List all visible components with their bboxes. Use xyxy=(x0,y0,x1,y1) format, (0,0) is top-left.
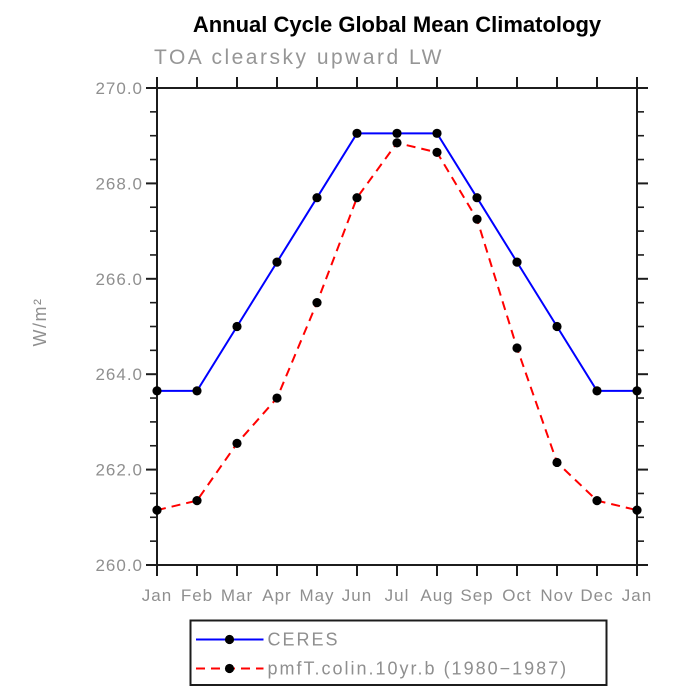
x-tick-label: Mar xyxy=(221,586,253,605)
data-point-series-1 xyxy=(232,438,242,448)
x-tick-label: Dec xyxy=(580,586,613,605)
data-point-series-0 xyxy=(472,193,482,203)
data-point-series-1 xyxy=(192,496,202,506)
x-tick-label: Jun xyxy=(342,586,372,605)
x-tick-label: Nov xyxy=(540,586,573,605)
data-point-series-0 xyxy=(272,257,282,267)
x-tick-label: May xyxy=(299,586,334,605)
legend-label-0: CERES xyxy=(268,630,340,650)
legend-box xyxy=(189,619,608,686)
data-point-series-0 xyxy=(632,386,642,396)
x-tick-label: Jul xyxy=(385,586,410,605)
data-point-series-1 xyxy=(592,496,602,506)
data-point-series-1 xyxy=(352,193,362,203)
series-line-0 xyxy=(157,132,637,392)
y-tick-label: 260.0 xyxy=(95,556,143,575)
data-point-series-0 xyxy=(592,386,602,396)
y-tick-label: 270.0 xyxy=(95,79,143,98)
plot-frame xyxy=(156,87,638,566)
data-point-series-0 xyxy=(392,128,402,138)
x-tick-label: Feb xyxy=(181,586,213,605)
x-tick-label: Jan xyxy=(622,586,652,605)
legend-label-1: pmfT.colin.10yr.b (1980−1987) xyxy=(268,659,569,679)
data-point-series-1 xyxy=(392,138,402,148)
legend-marker-0 xyxy=(224,634,235,645)
data-point-series-1 xyxy=(552,457,562,468)
y-tick-label: 262.0 xyxy=(95,461,143,480)
data-point-series-1 xyxy=(512,343,522,353)
data-point-series-1 xyxy=(312,298,322,308)
y-tick-label: 268.0 xyxy=(95,174,143,193)
data-point-series-0 xyxy=(552,321,562,332)
data-point-series-0 xyxy=(232,321,242,332)
x-tick-label: Sep xyxy=(460,586,493,605)
y-tick-label: 266.0 xyxy=(95,270,143,289)
data-point-series-0 xyxy=(312,193,322,203)
x-tick-label: Oct xyxy=(502,586,531,605)
data-point-series-0 xyxy=(192,386,202,396)
data-point-series-1 xyxy=(272,393,282,403)
chart-title: Annual Cycle Global Mean Climatology xyxy=(192,12,602,37)
y-axis-title: W/m² xyxy=(30,298,50,347)
chart-subtitle: TOA clearsky upward LW xyxy=(154,46,444,69)
x-tick-label: Apr xyxy=(262,586,291,605)
x-tick-label: Jan xyxy=(142,586,172,605)
y-tick-label: 264.0 xyxy=(95,365,143,384)
data-point-series-0 xyxy=(352,128,362,138)
data-point-series-1 xyxy=(632,505,642,515)
data-point-series-0 xyxy=(432,128,442,138)
data-point-series-1 xyxy=(152,505,162,515)
data-point-series-1 xyxy=(432,147,442,157)
x-tick-label: Aug xyxy=(420,586,453,605)
data-point-series-0 xyxy=(512,257,522,267)
legend-marker-1 xyxy=(224,663,235,674)
series-line-1 xyxy=(156,141,638,512)
data-point-series-0 xyxy=(152,386,162,396)
data-point-series-1 xyxy=(472,214,482,224)
